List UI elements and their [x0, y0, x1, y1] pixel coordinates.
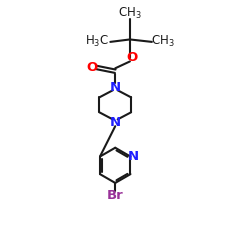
Text: Br: Br [107, 189, 124, 202]
Text: H$_3$C: H$_3$C [85, 34, 109, 50]
Text: N: N [128, 150, 139, 163]
Text: N: N [110, 116, 121, 129]
Text: CH$_3$: CH$_3$ [151, 34, 175, 50]
Text: O: O [87, 61, 98, 74]
Text: N: N [110, 80, 121, 94]
Text: O: O [126, 51, 138, 64]
Text: CH$_3$: CH$_3$ [118, 6, 142, 21]
